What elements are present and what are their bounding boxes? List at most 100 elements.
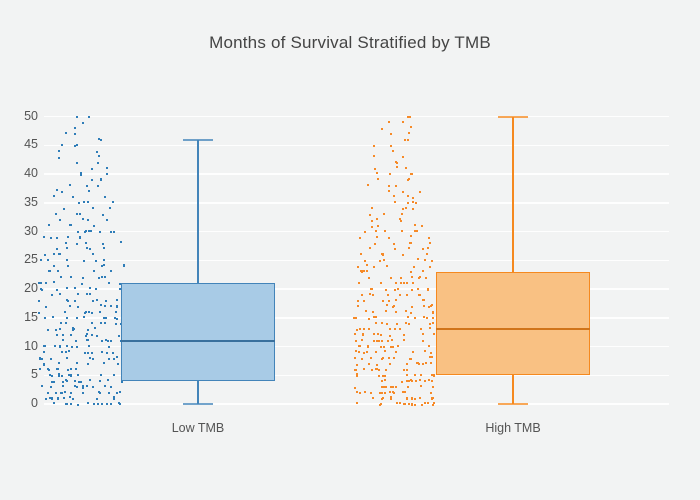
- data-point-low-tmb[interactable]: [107, 379, 110, 382]
- data-point-high-tmb[interactable]: [381, 375, 384, 378]
- data-point-high-tmb[interactable]: [357, 350, 360, 353]
- data-point-low-tmb[interactable]: [87, 115, 90, 118]
- data-point-low-tmb[interactable]: [81, 392, 84, 395]
- data-point-low-tmb[interactable]: [38, 357, 41, 360]
- data-point-high-tmb[interactable]: [363, 299, 366, 302]
- data-point-high-tmb[interactable]: [415, 230, 418, 233]
- data-point-high-tmb[interactable]: [376, 363, 379, 366]
- data-point-low-tmb[interactable]: [103, 258, 106, 261]
- data-point-low-tmb[interactable]: [83, 201, 86, 204]
- data-point-high-tmb[interactable]: [374, 167, 377, 170]
- data-point-high-tmb[interactable]: [381, 391, 384, 394]
- data-point-low-tmb[interactable]: [118, 282, 121, 285]
- data-point-high-tmb[interactable]: [403, 334, 406, 337]
- data-point-high-tmb[interactable]: [378, 391, 381, 394]
- data-point-high-tmb[interactable]: [412, 282, 414, 285]
- data-point-high-tmb[interactable]: [427, 305, 430, 308]
- data-point-high-tmb[interactable]: [364, 391, 367, 394]
- data-point-high-tmb[interactable]: [380, 345, 383, 348]
- data-point-low-tmb[interactable]: [88, 287, 91, 290]
- data-point-high-tmb[interactable]: [408, 115, 411, 118]
- data-point-low-tmb[interactable]: [92, 206, 95, 209]
- data-point-high-tmb[interactable]: [394, 351, 397, 354]
- data-point-high-tmb[interactable]: [411, 201, 414, 204]
- data-point-high-tmb[interactable]: [429, 356, 432, 359]
- data-point-low-tmb[interactable]: [43, 253, 46, 256]
- data-point-low-tmb[interactable]: [77, 231, 80, 234]
- data-point-low-tmb[interactable]: [42, 345, 45, 348]
- data-point-low-tmb[interactable]: [67, 299, 70, 302]
- data-point-high-tmb[interactable]: [390, 397, 393, 400]
- data-point-low-tmb[interactable]: [86, 219, 89, 222]
- data-point-high-tmb[interactable]: [380, 386, 383, 389]
- data-point-high-tmb[interactable]: [402, 207, 405, 210]
- data-point-low-tmb[interactable]: [83, 230, 86, 233]
- data-point-low-tmb[interactable]: [76, 403, 79, 406]
- data-point-high-tmb[interactable]: [386, 323, 389, 326]
- data-point-low-tmb[interactable]: [112, 357, 115, 360]
- data-point-low-tmb[interactable]: [42, 363, 45, 366]
- data-point-high-tmb[interactable]: [385, 369, 388, 372]
- data-point-high-tmb[interactable]: [356, 391, 359, 394]
- data-point-low-tmb[interactable]: [114, 310, 117, 313]
- data-point-high-tmb[interactable]: [381, 398, 384, 401]
- data-point-low-tmb[interactable]: [77, 202, 80, 205]
- data-point-high-tmb[interactable]: [425, 317, 428, 320]
- data-point-high-tmb[interactable]: [354, 357, 357, 360]
- data-point-low-tmb[interactable]: [83, 351, 86, 354]
- data-point-high-tmb[interactable]: [380, 322, 383, 325]
- data-point-high-tmb[interactable]: [373, 316, 376, 319]
- data-point-high-tmb[interactable]: [410, 305, 413, 308]
- data-point-high-tmb[interactable]: [388, 334, 391, 337]
- data-point-high-tmb[interactable]: [414, 202, 417, 204]
- data-point-low-tmb[interactable]: [49, 386, 52, 389]
- data-point-high-tmb[interactable]: [388, 185, 391, 188]
- data-point-high-tmb[interactable]: [377, 224, 380, 227]
- data-point-high-tmb[interactable]: [427, 288, 430, 291]
- data-point-low-tmb[interactable]: [55, 367, 58, 370]
- data-point-high-tmb[interactable]: [384, 374, 386, 377]
- data-point-high-tmb[interactable]: [388, 121, 391, 124]
- data-point-low-tmb[interactable]: [100, 177, 103, 180]
- data-point-low-tmb[interactable]: [94, 287, 97, 290]
- data-point-high-tmb[interactable]: [371, 369, 374, 372]
- data-point-high-tmb[interactable]: [402, 120, 405, 123]
- data-point-high-tmb[interactable]: [423, 258, 426, 261]
- data-point-high-tmb[interactable]: [426, 252, 429, 255]
- data-point-high-tmb[interactable]: [409, 235, 412, 238]
- data-point-low-tmb[interactable]: [88, 345, 91, 348]
- data-point-low-tmb[interactable]: [65, 351, 68, 354]
- data-point-high-tmb[interactable]: [367, 328, 370, 331]
- data-point-low-tmb[interactable]: [65, 379, 68, 382]
- data-point-low-tmb[interactable]: [76, 143, 79, 146]
- data-point-low-tmb[interactable]: [52, 380, 55, 383]
- data-point-low-tmb[interactable]: [94, 259, 97, 262]
- data-point-high-tmb[interactable]: [394, 386, 397, 389]
- data-point-high-tmb[interactable]: [394, 281, 397, 284]
- data-point-low-tmb[interactable]: [49, 269, 52, 272]
- data-point-high-tmb[interactable]: [356, 265, 359, 268]
- data-point-high-tmb[interactable]: [427, 236, 430, 239]
- data-point-low-tmb[interactable]: [60, 321, 63, 324]
- data-point-high-tmb[interactable]: [400, 213, 403, 216]
- data-point-high-tmb[interactable]: [392, 385, 395, 388]
- data-point-low-tmb[interactable]: [61, 350, 63, 353]
- data-point-low-tmb[interactable]: [56, 189, 59, 192]
- data-point-high-tmb[interactable]: [380, 282, 383, 285]
- data-point-high-tmb[interactable]: [393, 248, 396, 251]
- data-point-low-tmb[interactable]: [100, 351, 103, 354]
- data-point-high-tmb[interactable]: [385, 265, 388, 268]
- data-point-high-tmb[interactable]: [355, 350, 358, 353]
- data-point-low-tmb[interactable]: [63, 311, 66, 314]
- data-point-low-tmb[interactable]: [48, 224, 51, 227]
- data-point-low-tmb[interactable]: [66, 287, 69, 290]
- data-point-high-tmb[interactable]: [430, 362, 433, 365]
- data-point-high-tmb[interactable]: [422, 333, 425, 336]
- data-point-low-tmb[interactable]: [97, 184, 100, 187]
- data-point-high-tmb[interactable]: [366, 351, 369, 354]
- data-point-high-tmb[interactable]: [392, 357, 395, 360]
- data-point-high-tmb[interactable]: [368, 213, 371, 216]
- data-point-low-tmb[interactable]: [97, 276, 100, 279]
- data-point-high-tmb[interactable]: [420, 373, 423, 376]
- data-point-low-tmb[interactable]: [67, 264, 70, 267]
